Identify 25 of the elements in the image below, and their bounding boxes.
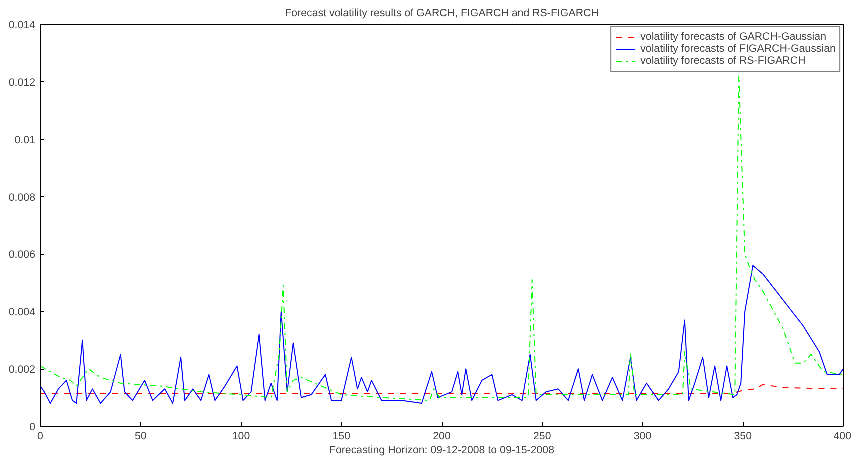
x-tick-label: 250	[533, 430, 552, 442]
y-tick-label: 0.01	[14, 134, 36, 146]
y-tick-label: 0.014	[8, 20, 36, 32]
line-series	[40, 384, 844, 394]
x-tick-label: 150	[332, 430, 351, 442]
x-tick-label: 300	[634, 430, 652, 442]
x-tick-label: 200	[433, 430, 451, 442]
chart-title: Forecast volatility results of GARCH, FIGARCH and RS-FIGARCH	[285, 8, 599, 20]
x-tick-label: 0	[38, 430, 44, 442]
legend-label: volatility forecasts of GARCH-Gaussian	[640, 31, 827, 43]
x-tick-label: 100	[232, 430, 250, 442]
legend-label: volatility forecasts of FIGARCH-Gaussian	[640, 43, 836, 55]
x-tick-label: 50	[134, 430, 147, 442]
line-series	[40, 265, 844, 404]
y-tick-label: 0.012	[8, 76, 36, 89]
y-tick-label: 0	[30, 422, 36, 434]
y-tick-label: 0.004	[8, 306, 36, 319]
y-tick-label: 0.006	[8, 249, 36, 262]
y-tick-label: 0.008	[8, 192, 36, 204]
x-tick-label: 350	[734, 430, 752, 442]
line-series	[40, 76, 844, 402]
x-tick-label: 400	[834, 430, 851, 442]
y-tick-label: 0.002	[8, 364, 36, 376]
legend-label: volatility forecasts of RS-FIGARCH	[640, 55, 806, 67]
x-axis-title: Forecasting Horizon: 09-12-2008 to 09-15-2008	[329, 444, 555, 456]
